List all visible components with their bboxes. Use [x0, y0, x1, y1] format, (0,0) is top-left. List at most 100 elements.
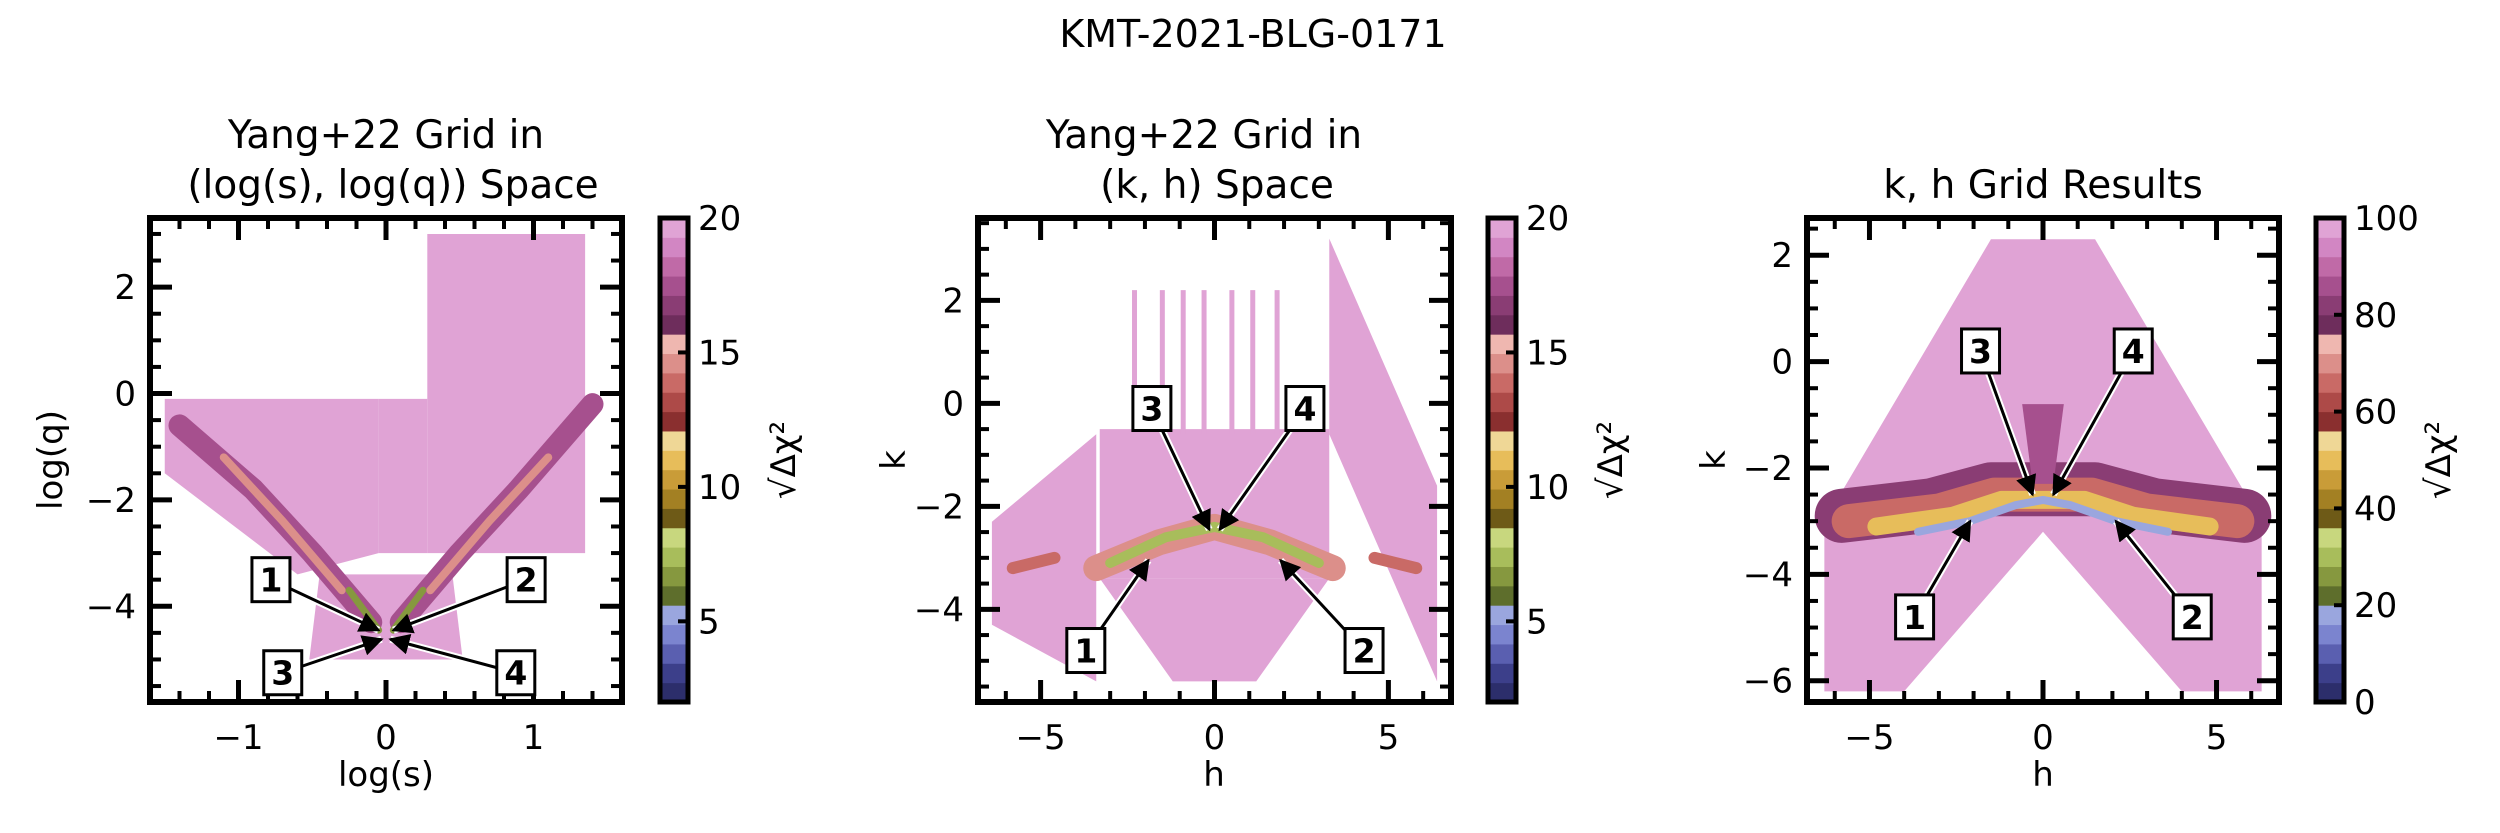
panel-2-ylabel: k — [874, 450, 914, 470]
annotation-label-4: 4 — [2122, 332, 2145, 371]
colorbar-frame — [2313, 215, 2347, 705]
ytick-label-2: 0 — [1771, 343, 1793, 383]
grid-region-left — [164, 398, 379, 575]
colorbar-segment-22 — [660, 276, 688, 296]
xtick-label-1: −1 — [213, 718, 263, 758]
panel-1-colorbar-label: √Δχ² — [764, 421, 804, 499]
annotation-box-2 — [2171, 593, 2213, 641]
colorbar-segment-8 — [2316, 547, 2344, 567]
panel-1-colorbar: 5 10 15 20 — [657, 199, 741, 705]
colorbar-segment-15 — [2316, 411, 2344, 432]
annotation-box-1 — [1894, 593, 1936, 641]
caustic-core-right — [426, 453, 553, 595]
annotation-arrow-3 — [1979, 350, 2037, 497]
annotation-box-4 — [1284, 385, 1326, 433]
ytick-label-1: 2 — [114, 268, 136, 308]
xtick-label-1: −5 — [1016, 718, 1066, 758]
colorbar-segment-19 — [2316, 334, 2344, 355]
colorbar-segment-10 — [660, 508, 688, 529]
panel-2-xlabel: h — [1203, 755, 1225, 795]
panel-1-ylabel: log(q) — [31, 410, 71, 510]
annotation-box-3 — [1131, 385, 1173, 433]
colorbar-segment-1 — [2316, 682, 2344, 703]
colorbar-segment-15 — [1488, 411, 1516, 432]
panel-1-title-line-1: Yang+22 Grid in — [227, 113, 544, 158]
colorbar-segment-23 — [660, 256, 688, 277]
colorbar-segment-3 — [1488, 643, 1516, 664]
colorbar-segment-6 — [660, 585, 688, 606]
colorbar-tick-label-1: 0 — [2354, 683, 2376, 723]
panel-2-colorbar-label: √Δχ² — [1591, 421, 1631, 499]
xtick-label-3: 5 — [1378, 718, 1400, 758]
colorbar-segment-10 — [2316, 508, 2344, 529]
colorbar-segment-6 — [1488, 585, 1516, 606]
colorbar-tick-label-2: 10 — [698, 468, 741, 508]
panel-3: k, h Grid Results −5 0 520−2−4−6 1 23 4 h k … — [1694, 163, 2459, 795]
colorbar-segment-13 — [2316, 450, 2344, 471]
caustic-core — [1105, 521, 1324, 568]
annotation-label-1: 1 — [259, 561, 282, 600]
colorbar-segment-12 — [2316, 469, 2344, 490]
ytick-label-1: 2 — [942, 281, 964, 321]
colorbar-segment-8 — [660, 547, 688, 567]
colorbar-segment-21 — [2316, 295, 2344, 316]
colorbar-segment-23 — [2316, 256, 2344, 277]
xtick-label-2: 0 — [375, 718, 397, 758]
colorbar-tick-label-4: 20 — [698, 199, 741, 239]
ytick-label-3: −2 — [1743, 449, 1793, 489]
annotation-label-1: 1 — [1074, 632, 1097, 671]
colorbar-segment-2 — [1488, 663, 1516, 684]
colorbar-segment-4 — [1488, 624, 1516, 645]
panel-2-title-line-1: Yang+22 Grid in — [1045, 113, 1362, 158]
annotation-label-3: 3 — [1969, 332, 1992, 371]
colorbar-tick-label-1: 5 — [1526, 602, 1548, 642]
colorbar-segment-9 — [2316, 527, 2344, 548]
annotation-label-4: 4 — [504, 654, 527, 693]
panel-2-ticks: −5 0 5 2 0 −2 −4 — [914, 218, 1451, 758]
colorbar-tick-label-3: 15 — [1526, 333, 1569, 373]
annotation-arrow-2 — [391, 578, 527, 634]
colorbar-segment-14 — [660, 430, 688, 451]
annotation-label-4: 4 — [1293, 390, 1316, 429]
grid-region-right — [1329, 238, 1438, 682]
colorbar-segment-17 — [660, 372, 688, 393]
grid-region-bottom — [1099, 578, 1330, 682]
colorbar-segment-16 — [2316, 392, 2344, 413]
colorbar-segment-24 — [1488, 237, 1516, 258]
colorbar-segment-12 — [660, 469, 688, 490]
xtick-label-3: 1 — [523, 718, 545, 758]
panel-2-colorbar: 5 10 15 20 — [1485, 199, 1569, 705]
colorbar-segment-23 — [1488, 256, 1516, 277]
xtick-label-3: 5 — [2206, 718, 2228, 758]
colorbar-segment-18 — [1488, 353, 1516, 374]
colorbar-segment-22 — [1488, 276, 1516, 296]
annotation-label-1: 1 — [1903, 598, 1926, 637]
annotation-box-3 — [262, 649, 304, 697]
panel-3-ticks: −5 0 5 2 0 −2 −4 −6 — [1743, 218, 2279, 758]
colorbar-segment-1 — [1488, 682, 1516, 703]
xtick-label-2: 0 — [2032, 718, 2054, 758]
colorbar-frame — [657, 215, 691, 705]
colorbar-segment-20 — [660, 314, 688, 335]
panel-1: Yang+22 Grid in (log(s), log(q)) Space −… — [31, 113, 804, 795]
colorbar-segment-17 — [2316, 372, 2344, 393]
colorbar-segment-6 — [2316, 585, 2344, 606]
colorbar-segment-19 — [660, 334, 688, 355]
colorbar-segment-16 — [660, 392, 688, 413]
colorbar-segment-22 — [2316, 276, 2344, 296]
colorbar-segment-21 — [1488, 295, 1516, 316]
colorbar-tick-label-1: 5 — [698, 602, 720, 642]
colorbar-segment-19 — [1488, 334, 1516, 355]
colorbar-tick-label-3: 15 — [698, 333, 741, 373]
ytick-label-4: −4 — [1743, 555, 1793, 595]
annotation-box-2 — [1343, 627, 1385, 675]
ytick-label-3: −2 — [86, 481, 136, 521]
annotation-label-2: 2 — [515, 561, 538, 600]
colorbar-segment-11 — [2316, 489, 2344, 509]
ytick-label-2: 0 — [942, 384, 964, 424]
panel-3-colorbar-label: √Δχ² — [2419, 421, 2459, 499]
colorbar-tick-label-3: 40 — [2354, 489, 2397, 529]
ytick-label-2: 0 — [114, 375, 136, 415]
ytick-label-3: −2 — [914, 487, 964, 527]
